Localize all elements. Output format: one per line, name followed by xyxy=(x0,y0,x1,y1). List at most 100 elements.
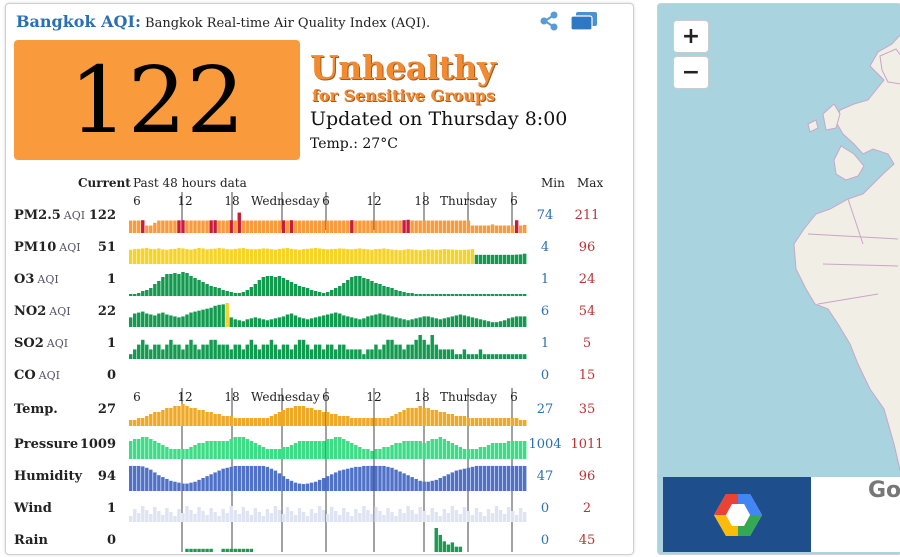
so2-bar xyxy=(209,339,213,359)
share-icon[interactable] xyxy=(537,10,561,32)
temp-bar xyxy=(338,416,342,426)
temp-bar xyxy=(241,418,245,426)
wind-bar xyxy=(225,513,229,522)
pm25-bar xyxy=(193,220,197,233)
zoom-out-button[interactable]: − xyxy=(673,56,709,89)
so2-bar xyxy=(358,349,362,359)
no2-bar xyxy=(446,317,451,327)
no2-bar xyxy=(189,312,193,327)
humidity-bar xyxy=(157,475,161,491)
wind-bar xyxy=(334,511,338,522)
wind-bar xyxy=(510,511,515,522)
pressure-bar xyxy=(177,449,181,459)
so2-bar xyxy=(249,339,254,359)
o3-bar xyxy=(245,290,250,296)
humidity-bar xyxy=(281,476,286,491)
pm25-bar xyxy=(378,220,382,233)
pm10-bar xyxy=(145,247,149,264)
pressure-bar xyxy=(462,449,467,459)
no2-bar xyxy=(378,313,382,327)
so2-bar xyxy=(442,349,446,359)
pressure-bar xyxy=(422,443,426,459)
pm25-bar xyxy=(470,225,475,233)
wind-bar xyxy=(470,515,475,522)
pressure-bar xyxy=(249,441,254,459)
wind-bar xyxy=(257,512,262,522)
humidity-bar xyxy=(350,467,354,491)
no2-bar xyxy=(237,320,241,327)
no2-bar xyxy=(205,308,209,327)
wind-bar xyxy=(249,515,254,522)
zoom-in-button[interactable]: + xyxy=(673,20,709,53)
no2-bar xyxy=(241,321,245,327)
pm25-bar xyxy=(285,220,290,233)
no2-bar xyxy=(502,320,507,327)
humidity-bar xyxy=(285,478,290,491)
o3-bar xyxy=(185,273,189,296)
city-link[interactable]: Bangkok AQI xyxy=(16,12,135,31)
rain-bar xyxy=(326,550,329,552)
no2-bar xyxy=(297,317,302,327)
no2-bar xyxy=(510,317,515,327)
map-panel[interactable]: + − Go xyxy=(657,3,900,555)
min-value: 1 xyxy=(540,272,550,287)
no2-bar xyxy=(386,315,390,327)
rain-bar xyxy=(270,550,273,552)
o3-bar xyxy=(241,292,245,296)
pm10-bar xyxy=(181,248,185,264)
pm25-bar xyxy=(346,220,350,233)
pm10-bar xyxy=(193,248,197,265)
pm25-bar xyxy=(269,220,274,233)
pm10-bar xyxy=(265,248,270,264)
o3-bar xyxy=(273,277,278,296)
no2-bar xyxy=(422,316,426,327)
windows-icon[interactable] xyxy=(569,10,599,32)
pm25-bar xyxy=(301,220,306,233)
pressure-bar xyxy=(245,439,250,459)
pressure-bar xyxy=(285,447,290,459)
pm10-bar xyxy=(169,249,173,264)
no2-bar xyxy=(374,314,378,327)
pm25-bar xyxy=(229,220,233,233)
o3-bar xyxy=(382,286,386,296)
so2-bar xyxy=(458,354,463,359)
temp-bar xyxy=(342,416,346,426)
rain-bar xyxy=(314,550,317,552)
wind-bar xyxy=(273,506,278,522)
row-name: Pressure xyxy=(14,437,79,452)
temp-bar xyxy=(434,410,438,426)
o3-bar xyxy=(129,294,133,296)
so2-bar xyxy=(233,344,237,359)
row-label: PM10 AQI xyxy=(14,240,81,255)
current-value: 0 xyxy=(106,368,116,383)
temp-bar xyxy=(490,418,495,426)
current-value: 1 xyxy=(106,272,116,287)
pm10-bar xyxy=(426,249,430,264)
no2-bar xyxy=(490,322,495,327)
rain-bar xyxy=(414,550,417,552)
so2-bar xyxy=(362,354,366,359)
humidity-bar xyxy=(293,482,298,491)
temp-bar xyxy=(317,410,322,426)
o3-bar xyxy=(370,281,374,296)
o3-bar xyxy=(454,294,459,296)
no2-bar xyxy=(334,312,338,327)
humidity-bar xyxy=(169,480,173,491)
so2-bar xyxy=(418,335,422,359)
o3-bar xyxy=(293,284,298,296)
pm25-bar xyxy=(382,220,386,233)
so2-bar xyxy=(462,349,467,359)
rain-bar xyxy=(318,550,321,552)
min-value: 4 xyxy=(540,240,550,255)
current-value: 51 xyxy=(97,240,116,255)
pressure-bar xyxy=(201,443,205,459)
no2-bar xyxy=(209,307,213,327)
pm25-bar xyxy=(490,224,495,233)
min-value: 1 xyxy=(540,336,550,351)
so2-bar xyxy=(346,349,350,359)
no2-bar xyxy=(398,318,402,327)
rain-bar xyxy=(382,550,385,552)
temp-bar xyxy=(273,414,278,426)
google-cloud-banner[interactable] xyxy=(663,477,811,552)
wind-bar xyxy=(406,506,410,522)
